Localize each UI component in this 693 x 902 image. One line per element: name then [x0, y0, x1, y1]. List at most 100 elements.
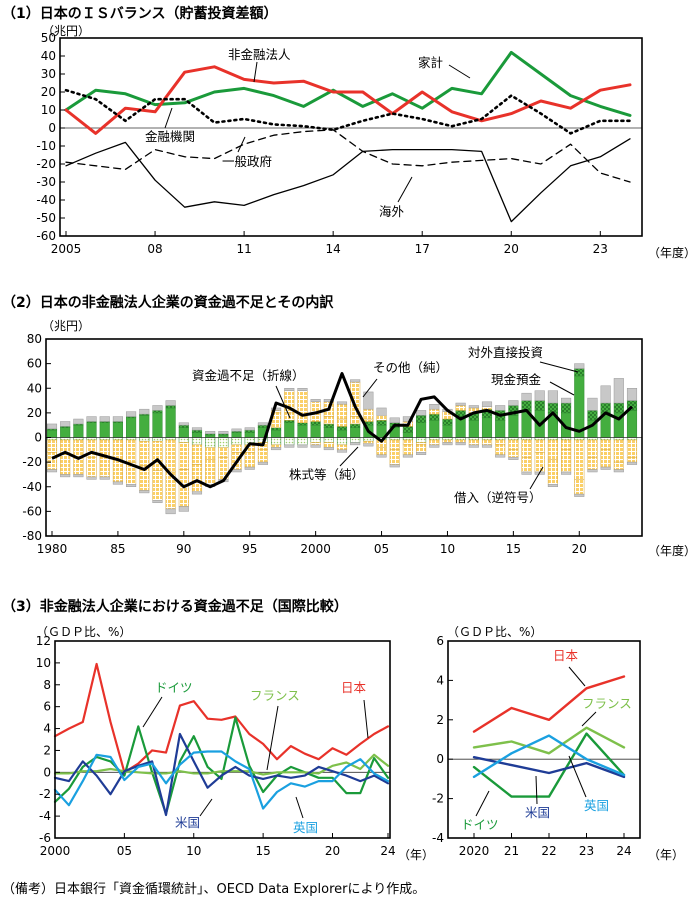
bar-cash	[126, 417, 137, 438]
bar-equity	[587, 456, 598, 470]
bar-other	[86, 476, 97, 480]
chart-1-y-ticks: -60 -50 -40 -30 -20 -10 0 10 20 30 40 50	[36, 31, 65, 243]
bar-other	[191, 491, 203, 495]
y-tick-label: 50	[41, 31, 56, 45]
bar-other	[165, 400, 176, 406]
bar-borrowing	[73, 439, 84, 458]
bar-cash	[429, 420, 440, 438]
leader-nonfin	[253, 61, 258, 83]
label-3b-us: 米国	[525, 805, 550, 820]
series-line-financial	[64, 88, 632, 135]
x-tick-label: 20	[325, 844, 340, 858]
chart-2-title: （2）日本の非金融法人企業の資金過不足とその内訳	[2, 294, 334, 311]
x-tick-label: 11	[236, 242, 251, 256]
series-line-nonfin	[64, 65, 632, 135]
chart-1-series	[64, 50, 632, 223]
series-line-france	[472, 726, 626, 755]
y-tick-label: 40	[27, 381, 42, 395]
chart-3b-xunit: （年）	[648, 848, 684, 862]
x-tick-label: 05	[117, 844, 132, 858]
label-financial: 金融機関	[145, 129, 195, 144]
leader-fdi	[539, 361, 579, 373]
chart-3-title: （3）非金融法人企業における資金過不足（国際比較）	[2, 598, 348, 615]
bar-equity	[508, 449, 519, 458]
bar-cash	[191, 437, 203, 446]
leader-cash	[549, 381, 575, 396]
leader-equity	[339, 446, 359, 467]
y-tick-label: 2	[43, 743, 51, 757]
bar-other	[139, 490, 150, 494]
bar-cash	[284, 437, 295, 446]
bar-other	[455, 402, 466, 406]
bar-cash	[508, 415, 519, 438]
leader-deficit	[275, 385, 291, 419]
bar-borrowing	[626, 439, 638, 458]
bar-borrowing	[350, 416, 361, 425]
bar-other	[561, 471, 572, 475]
bar-other	[574, 363, 585, 369]
leader-3b-germany	[475, 790, 490, 817]
bar-other	[46, 423, 58, 430]
bar-cash	[481, 417, 493, 438]
bar-equity	[244, 452, 255, 468]
x-tick-label: 2000	[40, 844, 71, 858]
bar-other	[521, 471, 532, 475]
label-equity: 株式等（純）	[289, 467, 364, 482]
bar-other	[257, 422, 268, 426]
bar-other	[389, 464, 400, 468]
bar-equity	[416, 444, 427, 453]
bar-fdi	[178, 424, 189, 428]
bar-fdi	[613, 402, 624, 414]
series-line-household	[64, 50, 632, 117]
series-line-us	[472, 756, 626, 779]
leader-overseas	[397, 176, 413, 203]
bar-cash	[139, 415, 150, 438]
chart-2-unit: （兆円）	[42, 319, 90, 333]
bar-cash	[165, 407, 176, 438]
bar-borrowing	[455, 405, 466, 411]
bar-other	[600, 466, 611, 470]
bar-borrowing	[205, 447, 216, 460]
bar-other	[99, 416, 110, 422]
x-tick-label: 05	[374, 542, 389, 556]
bar-other	[336, 401, 348, 405]
label-fdi: 対外直接投資	[468, 345, 543, 360]
y-tick-label: 6	[43, 700, 51, 714]
x-tick-label: 20	[572, 542, 587, 556]
x-tick-label: 24	[380, 844, 395, 858]
x-tick-label: 2005	[51, 242, 82, 256]
bar-other	[257, 461, 268, 465]
chart-2-nonfin-breakdown: （2）日本の非金融法人企業の資金過不足とその内訳 （兆円） （年度） -80 -6…	[2, 294, 693, 558]
chart-3-international: （3）非金融法人企業における資金過不足（国際比較） （ＧＤＰ比、%） （年） -…	[2, 598, 684, 862]
bar-equity	[376, 415, 387, 421]
bar-other	[495, 454, 506, 458]
label-3a-germany: ドイツ	[155, 680, 193, 695]
bar-borrowing	[574, 439, 585, 480]
bar-borrowing	[521, 439, 532, 458]
bar-equity	[152, 470, 163, 501]
bar-borrowing	[402, 439, 413, 446]
series-line-uk	[472, 734, 626, 779]
bar-cash	[310, 424, 321, 438]
bar-other	[376, 454, 387, 458]
bar-borrowing	[547, 439, 558, 460]
bar-cash	[191, 432, 203, 438]
bar-other	[310, 399, 321, 403]
label-3b-france: フランス	[582, 696, 632, 711]
bar-other	[613, 469, 624, 473]
bar-other	[323, 447, 334, 451]
bar-other	[389, 417, 400, 423]
x-tick-label: 14	[326, 242, 341, 256]
bar-borrowing	[139, 440, 150, 467]
bar-other	[350, 442, 361, 446]
chart-3a-series	[53, 662, 390, 817]
chart-3b-unit: （ＧＤＰ比、%）	[447, 625, 542, 639]
y-tick-label: 60	[27, 357, 42, 371]
bar-cash	[416, 437, 427, 443]
bar-other	[178, 506, 189, 512]
bar-other	[442, 442, 453, 446]
bar-equity	[455, 439, 466, 443]
y-tick-label: 6	[436, 634, 444, 648]
bar-cash	[284, 422, 295, 438]
leader-other	[362, 378, 378, 398]
